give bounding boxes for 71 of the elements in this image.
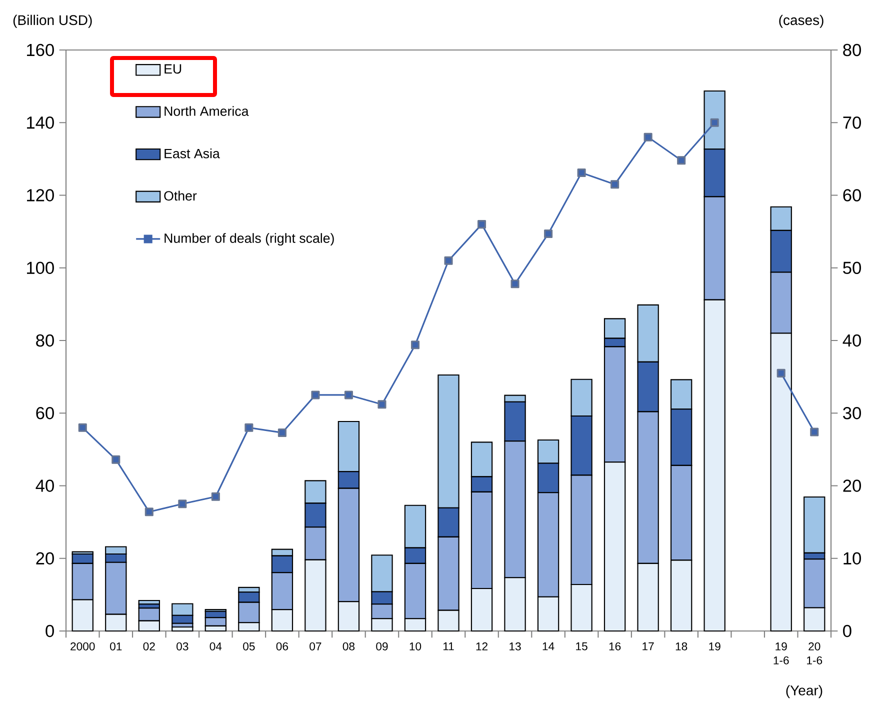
x-tick-label: 18 [676,642,688,651]
x-tick-label: 13 [510,642,521,651]
x-tick-label: 17 [642,642,654,650]
point [610,180,620,189]
x-tick-label: 20 1-6 [807,642,822,665]
point [410,340,420,350]
y-tick-label: 60 [36,407,54,420]
y2-tick-label: 10 [844,552,861,565]
x-tick-label: 14 [542,642,554,650]
point [311,390,320,400]
point [144,508,154,516]
legend-label: Other [164,191,197,201]
point [178,500,187,508]
point [677,156,686,165]
point [244,424,254,432]
y-axis-title: (Billion USD) [13,15,92,28]
point [211,492,220,502]
x-tick-label: 15 [576,642,588,650]
x-tick-label: 09 [376,642,388,651]
legend-label: North America [164,106,249,116]
y-tick-label: 80 [36,334,54,347]
point [710,118,719,128]
y2-axis-title: (cases) [779,15,824,28]
point [112,456,120,464]
x-tick-label: 08 [342,642,355,651]
y2-tick-label: 50 [843,262,861,274]
y-tick-label: 160 [27,44,54,56]
y2-tick-label: 30 [843,407,861,420]
point [644,133,652,142]
y-tick-label: 20 [36,552,54,565]
x-tick-label: 02 [143,642,155,651]
x-tick-label: 16 [609,642,621,651]
x-tick-label: 2000 [70,642,95,651]
y2-tick-label: 80 [843,44,861,56]
x-tick-label: 03 [176,642,188,651]
x-tick-label: 01 [110,642,122,651]
point [544,230,553,238]
point [378,400,386,409]
legend-label: Number of deals (right scale) [164,233,334,246]
bar [172,626,194,632]
y-tick-label: 120 [27,189,54,202]
y2-tick-label: 60 [843,189,861,202]
point [510,280,520,288]
point [810,428,819,436]
y2-tick-label: 70 [843,116,861,129]
point [78,424,87,432]
y-tick-label: 0 [46,625,54,638]
x-tick-label: 10 [410,642,422,651]
point [577,168,586,178]
x-tick-label: 05 [243,642,255,651]
y-tick-label: 140 [27,116,54,129]
point [344,390,353,400]
x-tick-label: 07 [310,642,322,651]
y-tick-label: 40 [36,480,54,492]
y-tick-label: 100 [27,262,54,274]
x-tick-label: 19 1-6 [774,642,789,665]
y2-tick-label: 40 [842,334,861,347]
x-tick-label: 12 [476,642,488,650]
legend-label: East Asia [164,148,220,158]
point [444,256,453,266]
y2-tick-label: 20 [843,480,861,492]
point [477,220,486,229]
point [278,428,286,438]
x-tick-label: 06 [276,642,288,651]
x-tick-label: 19 [709,642,720,651]
legend-label: EU [164,64,182,74]
x-tick-label: 11 [443,642,454,650]
y2-tick-label: 0 [843,625,852,638]
x-tick-label: 04 [210,642,222,651]
point [776,369,786,378]
x-axis-title: (Year) [786,685,822,698]
